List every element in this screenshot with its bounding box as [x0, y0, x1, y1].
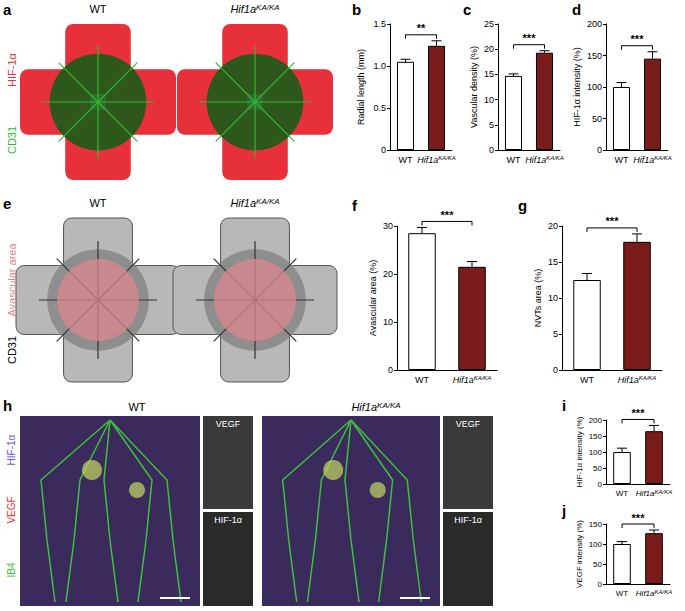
- svg-text:0: 0: [598, 480, 603, 489]
- svg-text:200: 200: [589, 416, 603, 425]
- svg-text:Hif1a: Hif1a: [633, 155, 654, 165]
- svg-text:Hif1a: Hif1a: [618, 375, 639, 385]
- svg-text:10: 10: [484, 95, 494, 105]
- svg-text:j: j: [561, 502, 566, 519]
- svg-text:***: ***: [631, 33, 645, 45]
- svg-text:25: 25: [484, 19, 494, 29]
- svg-text:WT: WT: [89, 3, 106, 15]
- svg-text:HIF-1α: HIF-1α: [454, 515, 482, 525]
- svg-text:20: 20: [383, 269, 393, 279]
- svg-text:HIF-1α: HIF-1α: [6, 52, 18, 87]
- svg-text:WT: WT: [415, 375, 429, 385]
- svg-text:KA/KA: KA/KA: [639, 375, 657, 381]
- svg-text:5: 5: [489, 120, 494, 130]
- svg-text:b: b: [352, 1, 361, 18]
- svg-text:5: 5: [553, 329, 558, 339]
- svg-text:KA/KA: KA/KA: [474, 375, 492, 381]
- svg-text:VEGF: VEGF: [216, 419, 241, 429]
- svg-text:***: ***: [441, 209, 455, 221]
- svg-text:a: a: [3, 1, 12, 18]
- svg-text:100: 100: [589, 448, 603, 457]
- svg-text:1.5: 1.5: [373, 19, 386, 29]
- svg-text:KA/KA: KA/KA: [546, 155, 564, 161]
- svg-text:f: f: [352, 197, 358, 214]
- svg-text:0: 0: [388, 365, 393, 375]
- svg-text:WT: WT: [128, 401, 145, 413]
- svg-text:***: ***: [606, 215, 620, 227]
- svg-text:0.5: 0.5: [373, 103, 386, 113]
- svg-text:30: 30: [383, 221, 393, 231]
- svg-text:KA/KA: KA/KA: [654, 155, 672, 161]
- svg-text:50: 50: [593, 464, 602, 473]
- svg-text:Hif1a: Hif1a: [230, 197, 256, 209]
- svg-text:150: 150: [589, 520, 603, 529]
- svg-text:WT: WT: [616, 589, 629, 598]
- svg-text:WT: WT: [616, 489, 629, 498]
- svg-text:150: 150: [589, 432, 603, 441]
- svg-text:Hif1a: Hif1a: [636, 589, 655, 598]
- svg-text:HIF-1α intensity (%): HIF-1α intensity (%): [575, 416, 584, 487]
- svg-text:Vascular density (%): Vascular density (%): [469, 46, 479, 128]
- svg-text:1.0: 1.0: [373, 61, 386, 71]
- svg-text:0: 0: [597, 145, 602, 155]
- svg-text:VEGF: VEGF: [6, 496, 17, 523]
- svg-text:20: 20: [548, 221, 558, 231]
- svg-text:h: h: [3, 397, 12, 414]
- svg-text:100: 100: [589, 540, 603, 549]
- svg-text:***: ***: [632, 512, 646, 524]
- svg-text:KA/KA: KA/KA: [438, 155, 456, 161]
- svg-text:150: 150: [587, 51, 602, 61]
- svg-text:CD31: CD31: [6, 336, 18, 364]
- svg-text:NVTs area (%): NVTs area (%): [533, 269, 543, 328]
- svg-text:0: 0: [598, 580, 603, 589]
- svg-text:100: 100: [587, 82, 602, 92]
- svg-text:VEGF: VEGF: [456, 419, 481, 429]
- svg-text:WT: WT: [507, 155, 521, 165]
- svg-text:10: 10: [548, 293, 558, 303]
- svg-text:***: ***: [523, 32, 537, 44]
- svg-text:Hif1a: Hif1a: [230, 3, 256, 15]
- svg-text:WT: WT: [399, 155, 413, 165]
- svg-text:IB4: IB4: [6, 562, 17, 577]
- svg-text:20: 20: [484, 44, 494, 54]
- svg-text:KA/KA: KA/KA: [654, 489, 672, 495]
- svg-text:HIF-1α: HIF-1α: [214, 515, 242, 525]
- svg-text:g: g: [518, 197, 527, 214]
- svg-text:200: 200: [587, 19, 602, 29]
- svg-text:Hif1a: Hif1a: [351, 401, 377, 413]
- svg-text:15: 15: [484, 69, 494, 79]
- svg-text:10: 10: [383, 317, 393, 327]
- svg-text:WT: WT: [615, 155, 629, 165]
- svg-text:c: c: [463, 1, 471, 18]
- svg-text:50: 50: [592, 114, 602, 124]
- svg-text:Hif1a: Hif1a: [453, 375, 474, 385]
- svg-text:***: ***: [632, 407, 646, 419]
- svg-text:KA/KA: KA/KA: [654, 589, 672, 595]
- svg-text:d: d: [572, 1, 581, 18]
- svg-text:0: 0: [553, 365, 558, 375]
- svg-text:**: **: [417, 22, 426, 34]
- svg-text:e: e: [3, 195, 11, 212]
- svg-text:Hif1a: Hif1a: [525, 155, 546, 165]
- svg-text:i: i: [562, 397, 566, 414]
- svg-text:CD31: CD31: [6, 126, 18, 154]
- svg-text:HIF-1α: HIF-1α: [6, 434, 17, 465]
- svg-text:KA/KA: KA/KA: [256, 3, 280, 12]
- svg-text:15: 15: [548, 257, 558, 267]
- svg-text:Avascular area: Avascular area: [6, 243, 18, 317]
- svg-text:0: 0: [489, 145, 494, 155]
- svg-text:50: 50: [593, 560, 602, 569]
- svg-text:KA/KA: KA/KA: [377, 401, 401, 410]
- svg-text:VEGF intensity (%): VEGF intensity (%): [575, 520, 584, 588]
- svg-text:HIF-1α intensity (%): HIF-1α intensity (%): [572, 47, 582, 127]
- svg-text:Hif1a: Hif1a: [417, 155, 438, 165]
- svg-text:Radial length (mm): Radial length (mm): [356, 49, 366, 125]
- svg-text:KA/KA: KA/KA: [256, 197, 280, 206]
- svg-text:WT: WT: [580, 375, 594, 385]
- svg-text:0: 0: [381, 145, 386, 155]
- svg-text:Avascular area (%): Avascular area (%): [368, 260, 378, 336]
- svg-text:Hif1a: Hif1a: [636, 489, 655, 498]
- svg-text:WT: WT: [89, 197, 106, 209]
